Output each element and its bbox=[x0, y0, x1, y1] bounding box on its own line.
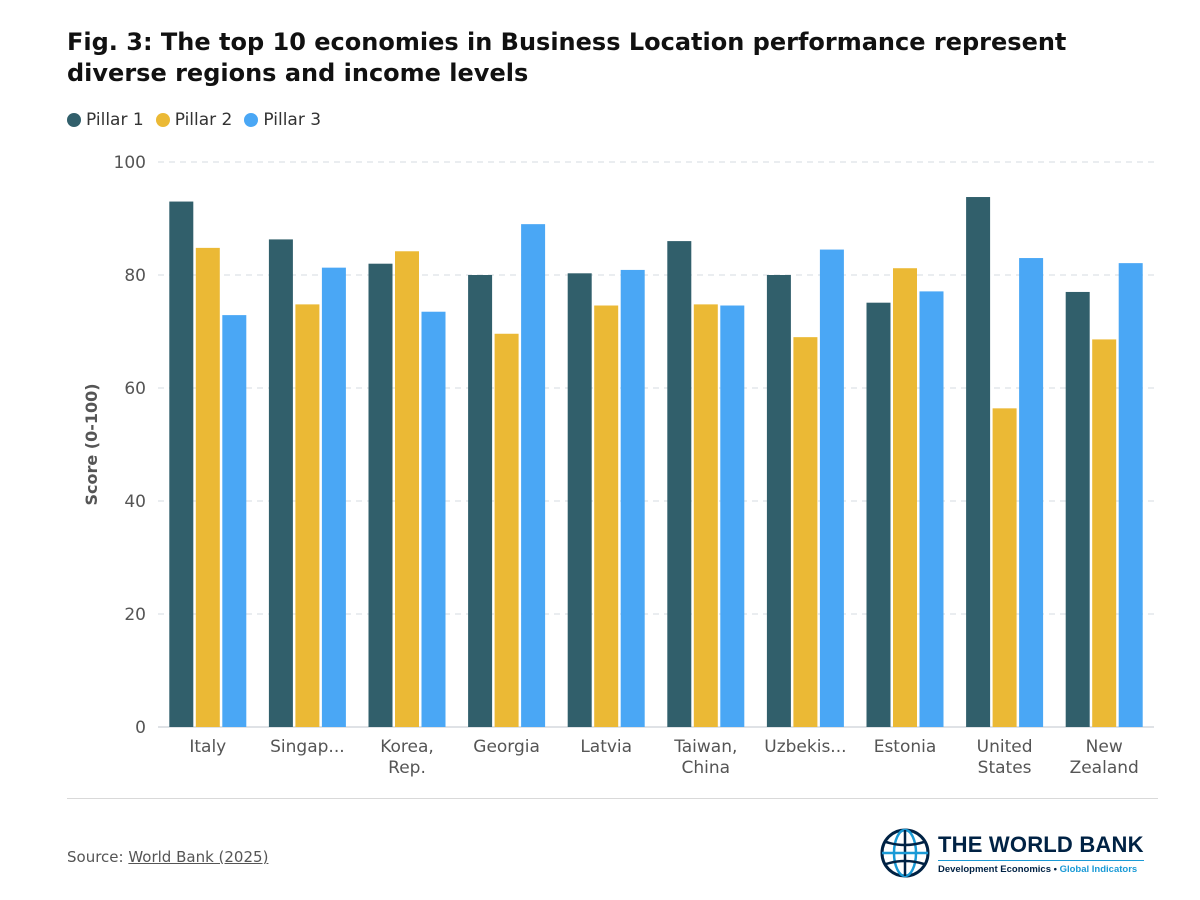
bar bbox=[494, 333, 519, 727]
bar bbox=[468, 275, 493, 727]
world-bank-logo: THE WORLD BANK Development Economics • G… bbox=[880, 828, 1144, 878]
source-note: Source: World Bank (2025) bbox=[67, 848, 268, 866]
source-link[interactable]: World Bank (2025) bbox=[128, 848, 269, 866]
x-tick-label: New Zealand bbox=[1070, 737, 1139, 778]
bar bbox=[195, 247, 220, 727]
y-tick-label: 20 bbox=[124, 605, 146, 625]
bar bbox=[866, 302, 891, 727]
legend-item-2[interactable]: Pillar 2 bbox=[155, 110, 233, 130]
x-tick-label: Uzbekis... bbox=[764, 737, 846, 757]
bar bbox=[720, 305, 745, 727]
bar bbox=[521, 224, 546, 727]
legend-label: Pillar 3 bbox=[263, 110, 322, 130]
x-tick-label: Estonia bbox=[874, 737, 937, 757]
legend-item-1[interactable]: Pillar 1 bbox=[67, 110, 144, 130]
y-axis-label: Score (0-100) bbox=[82, 383, 101, 505]
legend-swatch bbox=[244, 113, 259, 127]
bar bbox=[421, 311, 446, 727]
legend-label: Pillar 1 bbox=[86, 110, 144, 130]
bar-chart: 0 20 40 60 80 100 Score (0-100) Italy Singap... K… bbox=[82, 153, 1154, 778]
bar bbox=[966, 197, 991, 727]
y-tick-label: 40 bbox=[124, 492, 146, 512]
bar bbox=[222, 315, 247, 727]
bar bbox=[919, 291, 944, 727]
x-tick-label: Korea, Rep. bbox=[380, 737, 434, 778]
bar bbox=[793, 337, 818, 727]
footer-divider bbox=[67, 798, 1158, 799]
bar bbox=[368, 263, 393, 727]
bar bbox=[766, 275, 791, 727]
x-tick-label: Singap... bbox=[270, 737, 345, 757]
x-tick-label: United States bbox=[977, 737, 1033, 778]
bar bbox=[1118, 263, 1143, 727]
bar bbox=[567, 273, 592, 727]
chart-legend: Pillar 1 Pillar 2 Pillar 3 bbox=[67, 109, 321, 131]
bar bbox=[295, 304, 320, 727]
x-tick-label: Italy bbox=[189, 737, 226, 757]
logo-divider bbox=[938, 859, 1144, 861]
legend-swatch bbox=[155, 113, 170, 127]
bar bbox=[1019, 258, 1044, 727]
bar bbox=[819, 249, 844, 727]
x-tick-label: Taiwan, China bbox=[673, 737, 737, 778]
bar bbox=[169, 201, 194, 728]
source-prefix: Source: bbox=[67, 848, 129, 866]
chart-title: Fig. 3: The top 10 economies in Business… bbox=[67, 28, 1067, 87]
logo-subtitle-global: Global Indicators bbox=[1059, 863, 1138, 875]
logo-name: THE WORLD BANK bbox=[938, 831, 1144, 857]
x-tick-label: Georgia bbox=[473, 737, 540, 757]
bar bbox=[395, 251, 419, 727]
bar bbox=[268, 239, 293, 727]
legend-item-3[interactable]: Pillar 3 bbox=[244, 110, 321, 130]
bar bbox=[1092, 339, 1117, 727]
logo-subtitle-dev: Development Economics • bbox=[938, 863, 1060, 875]
bar bbox=[693, 304, 718, 727]
y-tick-label: 80 bbox=[124, 266, 146, 286]
logo-subtitle: Development Economics • Global Indicator… bbox=[938, 864, 1144, 875]
legend-swatch bbox=[67, 113, 81, 127]
bar bbox=[992, 408, 1017, 727]
legend-label: Pillar 2 bbox=[174, 110, 233, 130]
bar bbox=[1065, 291, 1090, 727]
bar bbox=[620, 269, 645, 727]
bar bbox=[667, 241, 692, 727]
globe-icon bbox=[880, 828, 930, 878]
bar bbox=[594, 305, 619, 727]
bar bbox=[321, 267, 346, 727]
y-tick-label: 100 bbox=[114, 153, 146, 173]
y-tick-label: 60 bbox=[124, 379, 146, 399]
y-tick-label: 0 bbox=[135, 718, 146, 738]
bar bbox=[893, 268, 917, 727]
x-tick-label: Latvia bbox=[580, 737, 632, 757]
